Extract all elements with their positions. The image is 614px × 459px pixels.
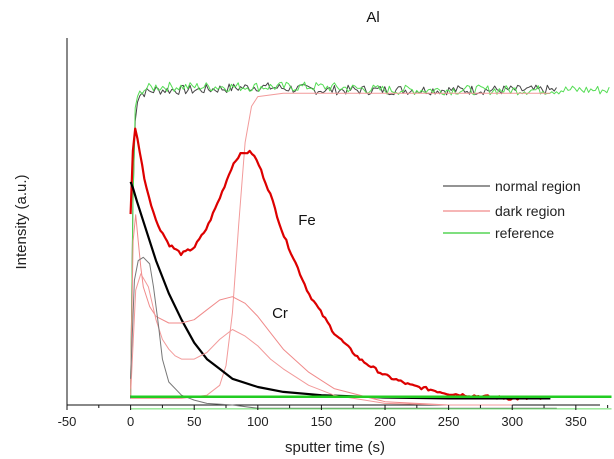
series-cr-dark-region-5: [130, 214, 513, 406]
annotation-cr: Cr: [272, 305, 288, 322]
series-cr-dark-region-6: [130, 273, 513, 406]
x-tick-label: 50: [187, 414, 201, 429]
series-layer: [129, 81, 612, 410]
annotation-fe: Fe: [298, 212, 316, 229]
x-tick-label: -50: [58, 414, 77, 429]
series-cr-normal-region-7: [130, 256, 557, 409]
legend-label-dark-region: dark region: [495, 203, 565, 219]
series-fe-normal-region-4: [129, 181, 551, 400]
x-axis-title: sputter time (s): [285, 439, 385, 456]
x-tick-label: 250: [438, 414, 460, 429]
x-tick-label: 100: [247, 414, 269, 429]
y-axis-title: Intensity (a.u.): [13, 174, 30, 269]
series-al-normal-region-0: [130, 82, 557, 399]
x-tick-label: 200: [374, 414, 396, 429]
annotation-al: Al: [366, 9, 379, 26]
x-tick-label: 0: [127, 414, 134, 429]
legend-label-reference: reference: [495, 225, 554, 241]
series-al-reference-1: [130, 81, 610, 396]
series-al-dark-region-2: [130, 92, 551, 399]
legend-label-normal-region: normal region: [495, 178, 581, 194]
x-ticks: -50 0 50 100 150 200 250 300 350: [58, 405, 609, 429]
x-tick-label: 350: [565, 414, 587, 429]
x-tick-label: 300: [501, 414, 523, 429]
x-tick-label: 150: [311, 414, 333, 429]
legend: normal region dark region reference: [443, 178, 581, 241]
